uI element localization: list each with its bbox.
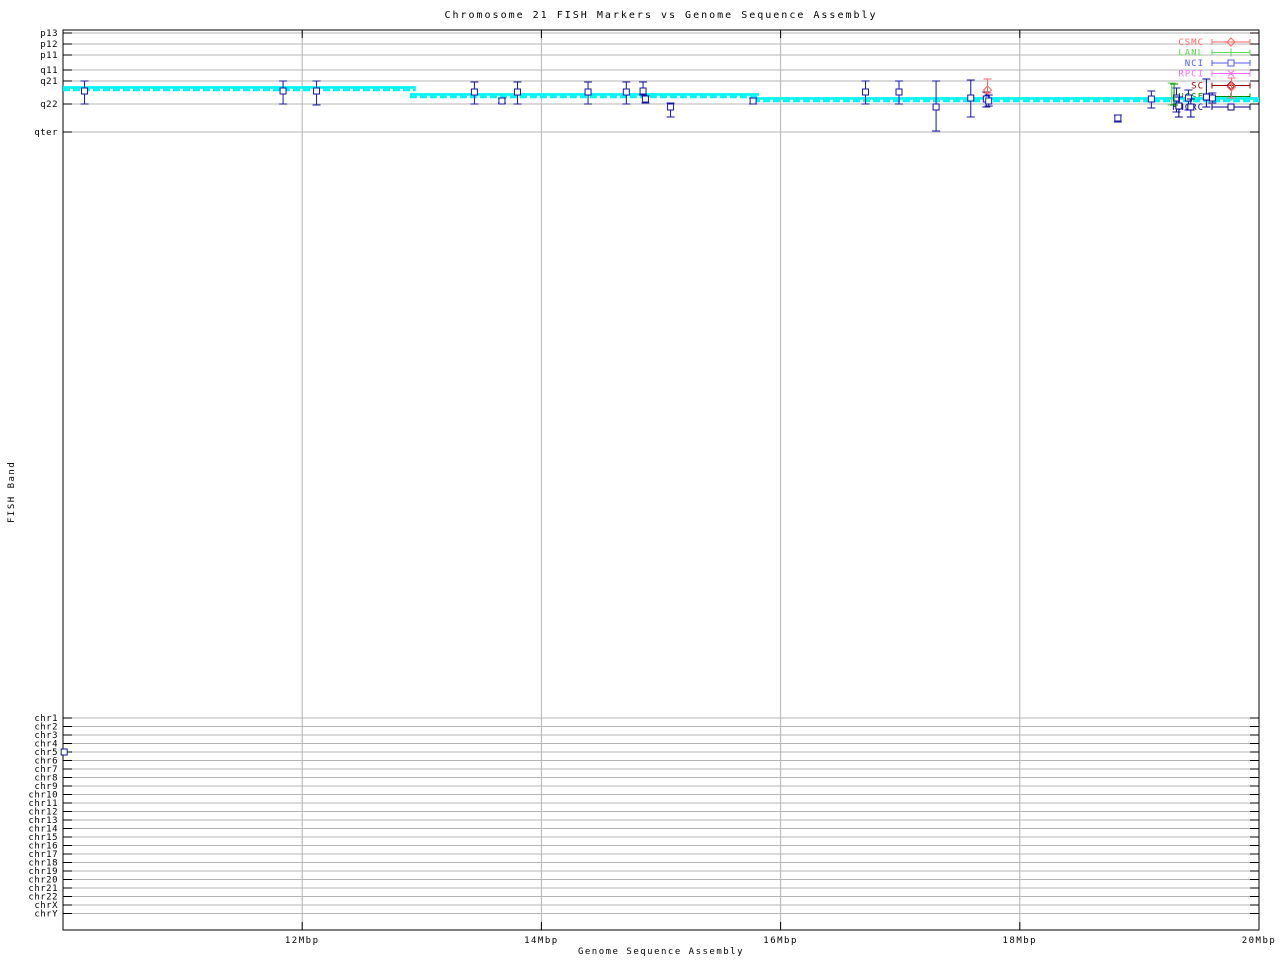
data-point-square [1175,102,1183,110]
band-label: chr18 [28,859,58,869]
x-tick-label: 20Mbp [1242,936,1277,946]
legend-marker-x [1227,70,1235,77]
band-label: chr19 [28,867,58,877]
band-label: chr4 [34,740,58,750]
data-point-square [313,87,321,95]
band-label: p11 [40,51,58,61]
band-label: chr22 [28,893,58,903]
band-label: chr5 [34,748,58,758]
band-label: p12 [40,40,58,50]
data-point-square [1147,95,1155,103]
data-point-square [1208,94,1216,102]
x-tick-label: 18Mbp [1003,936,1038,946]
band-label: chr1 [34,714,58,724]
legend-label: NCI [1185,59,1204,69]
data-point-square [584,88,592,96]
legend-label: CSMC [1178,38,1204,48]
band-label: chr3 [34,731,58,741]
data-point-square [1202,93,1210,101]
x-tick-label: 12Mbp [285,936,320,946]
legend-marker-diamond [1226,37,1236,47]
band-label: chr12 [28,808,58,818]
data-point-square [279,87,287,95]
band-label: chr9 [34,782,58,792]
data-point-square [470,88,478,96]
data-point-square [985,97,993,105]
data-point-square [862,88,870,96]
data-point-square [513,88,521,96]
band-label: q22 [40,100,58,110]
band-label: chr14 [28,825,58,835]
legend-marker-square [1227,103,1235,111]
y-axis-label: FISH Band [7,460,17,523]
band-label: q11 [40,66,58,76]
data-point-square [1172,94,1180,102]
data-point-square [622,88,630,96]
band-label: chr7 [34,765,58,775]
band-label: chr2 [34,723,58,733]
data-point-square [60,748,68,756]
data-point-square [967,94,975,102]
data-point-square [932,103,940,111]
x-axis-label: Genome Sequence Assembly [577,947,745,957]
legend-marker-square [1227,59,1235,67]
data-point-square [1114,114,1122,122]
band-label: chr6 [34,757,58,767]
band-label: chrY [34,910,58,920]
data-point-square [1187,103,1195,111]
data-point-square [639,87,647,95]
data-point-square [498,97,506,105]
band-label: qter [34,128,58,138]
legend-label: LANL [1178,49,1204,59]
data-point-square [641,95,649,103]
band-label: chr10 [28,791,58,801]
band-label: chrX [34,901,58,911]
band-label: chr21 [28,884,58,894]
legend-label: SC [1191,82,1204,92]
data-point-square [749,97,757,105]
band-label: q21 [40,77,58,87]
x-tick-label: 16Mbp [763,936,798,946]
data-point-square [1184,94,1192,102]
band-label: p13 [40,29,58,39]
band-label: chr17 [28,850,58,860]
data-point-diamond [982,85,993,95]
band-label: chr8 [34,774,58,784]
band-label: chr13 [28,816,58,826]
plot-border [62,29,1260,931]
band-label: chr20 [28,876,58,886]
band-label: chr11 [28,799,58,809]
data-point-square [895,88,903,96]
x-tick-label: 14Mbp [524,936,559,946]
legend-label: RPCI [1178,70,1204,80]
band-label: chr15 [28,833,58,843]
data-point-square [81,87,89,95]
data-point-diamond [1226,82,1237,92]
chart-title: Chromosome 21 FISH Markers vs Genome Seq… [444,10,878,21]
band-label: chr16 [28,842,58,852]
data-point-square [667,103,675,111]
